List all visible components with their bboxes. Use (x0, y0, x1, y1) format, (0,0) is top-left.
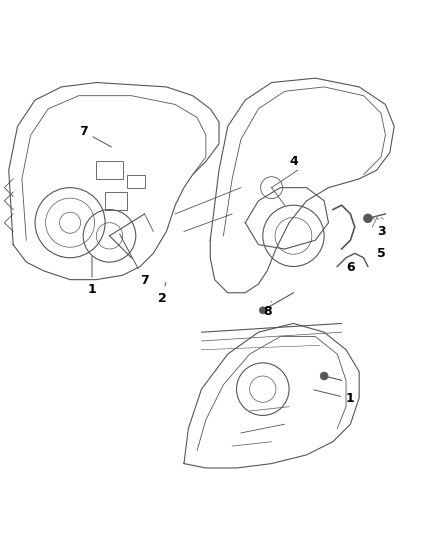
Text: 8: 8 (263, 302, 272, 318)
Text: 5: 5 (377, 247, 385, 260)
Circle shape (259, 307, 266, 314)
Bar (127, 174, 145, 188)
Text: 1: 1 (88, 256, 96, 296)
Bar (105, 192, 127, 209)
Text: 1: 1 (314, 390, 355, 405)
Bar (96, 161, 123, 179)
Text: 4: 4 (289, 155, 298, 168)
Text: 7: 7 (120, 234, 149, 287)
Text: 6: 6 (346, 261, 355, 274)
Circle shape (364, 214, 372, 223)
Text: 7: 7 (79, 125, 111, 147)
Text: 2: 2 (158, 282, 166, 304)
Text: 3: 3 (377, 225, 385, 238)
Circle shape (320, 372, 328, 380)
